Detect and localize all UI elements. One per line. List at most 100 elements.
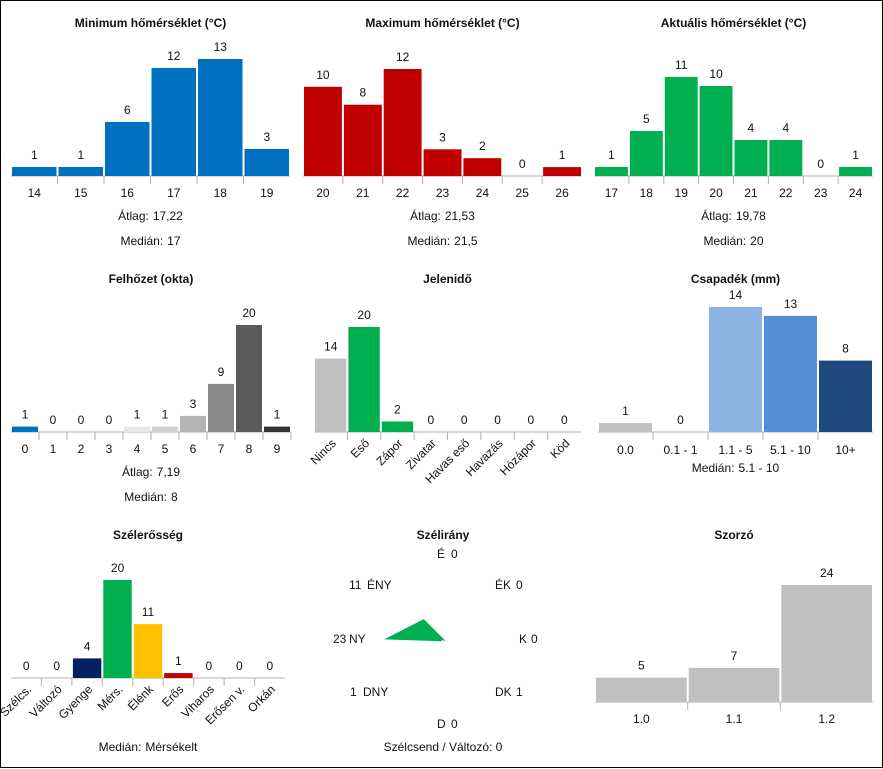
tick-label: 17 <box>605 186 619 200</box>
tick-label: 1.1 <box>726 712 743 726</box>
tick-label: 1.0 <box>633 712 650 726</box>
bar <box>103 580 132 678</box>
data-label: 0 <box>50 413 57 427</box>
stat-value: 21,53 <box>445 209 475 223</box>
data-label: 0 <box>528 413 535 427</box>
direction-value: 1 <box>516 685 523 699</box>
stat-label: Medián: <box>99 740 142 754</box>
direction-value: 23 <box>333 632 347 646</box>
stat-value: 8 <box>171 490 178 504</box>
data-label: 0 <box>106 413 113 427</box>
tick-label: Élénk <box>124 681 157 714</box>
data-label: 4 <box>748 121 755 135</box>
direction-label: DK <box>495 685 512 699</box>
tick-label: Havazás <box>463 436 506 479</box>
bar <box>315 358 347 432</box>
data-label: 0 <box>817 157 824 171</box>
data-label: 0 <box>78 413 85 427</box>
tick-label: 25 <box>516 186 530 200</box>
bar <box>180 415 206 432</box>
data-label: 5 <box>638 659 645 673</box>
bar <box>208 383 234 432</box>
wind-rose-area <box>384 619 446 642</box>
chart-title: Szélirány <box>417 528 470 542</box>
tick-label: 9 <box>274 442 281 456</box>
data-label: 14 <box>729 288 743 302</box>
tick-label: Erős <box>159 682 186 709</box>
tick-label: 22 <box>396 186 410 200</box>
bar <box>383 69 422 176</box>
tick-label: 4 <box>134 442 141 456</box>
bar <box>198 59 243 176</box>
stat-label: Átlag: <box>118 208 149 223</box>
chart-4: Jelenidő14Nincs20Eső2Zápor0Zivatar0Havas… <box>308 272 581 486</box>
stat-label: Medián: <box>703 234 746 248</box>
data-label: 0 <box>266 659 273 673</box>
tick-label: Köd <box>547 436 572 461</box>
bar <box>152 426 178 432</box>
tick-label: 23 <box>814 186 828 200</box>
stat-line: Átlag: 7,19 <box>122 464 180 479</box>
data-label: 11 <box>142 605 155 619</box>
tick-label: 19 <box>260 186 274 200</box>
data-label: 2 <box>479 139 486 153</box>
tick-label: 26 <box>555 186 569 200</box>
direction-value: 0 <box>531 632 538 646</box>
stat-label: Medián: <box>124 490 167 504</box>
stat-line: Medián: 5.1 - 10 <box>692 461 780 475</box>
data-label: 1 <box>608 148 615 162</box>
stat-value: 17,22 <box>153 209 183 223</box>
chart-title: Csapadék (mm) <box>691 272 780 286</box>
data-label: 2 <box>394 403 401 417</box>
direction-value: 11 <box>349 578 362 592</box>
tick-label: 0.1 - 1 <box>663 443 697 457</box>
tick-label: 0 <box>22 442 29 456</box>
chart-title: Aktuális hőmérséklet (°C) <box>661 16 807 30</box>
direction-label: ÉK <box>495 577 511 592</box>
direction-label: D <box>437 717 446 731</box>
direction-label: ÉNY <box>367 577 392 592</box>
bar <box>381 421 414 432</box>
bar <box>343 104 382 176</box>
data-label: 1 <box>274 408 281 422</box>
data-label: 1 <box>852 148 859 162</box>
bar <box>133 624 163 678</box>
direction-value: 1 <box>350 685 357 699</box>
stat-value: 17 <box>167 234 181 248</box>
bar <box>264 426 290 432</box>
bar <box>12 167 57 176</box>
data-label: 4 <box>84 639 91 653</box>
tick-label: Hózápor <box>497 436 539 478</box>
chart-2: Aktuális hőmérséklet (°C)117518111910204… <box>594 16 873 248</box>
tick-label: Gyenge <box>56 682 96 722</box>
data-label: 0 <box>494 413 501 427</box>
bar <box>304 86 342 176</box>
stat-value: 5.1 - 10 <box>739 461 780 475</box>
data-label: 1 <box>559 148 566 162</box>
bar <box>709 307 762 432</box>
tick-label: 20 <box>709 186 723 200</box>
data-label: 20 <box>357 308 371 322</box>
direction-value: 0 <box>451 547 458 561</box>
data-label: 4 <box>782 121 789 135</box>
stat-label: Átlag: <box>122 464 153 479</box>
chart-title: Szorzó <box>714 528 753 542</box>
stat-value: Mérsékelt <box>145 740 198 754</box>
tick-label: Zápor <box>373 436 405 468</box>
tick-label: 19 <box>675 186 689 200</box>
data-label: 12 <box>167 49 181 63</box>
chart-title: Maximum hőmérséklet (°C) <box>365 16 519 30</box>
tick-label: 16 <box>121 186 135 200</box>
tick-label: 14 <box>28 186 42 200</box>
data-label: 20 <box>242 306 256 320</box>
chart-0: Minimum hőmérséklet (°C) 1 14 1 15 6 16 12 17 13 1… <box>11 16 290 248</box>
bar <box>105 122 150 176</box>
tick-label: 18 <box>640 186 654 200</box>
tick-label: 17 <box>167 186 181 200</box>
bar <box>543 167 581 176</box>
bar <box>463 158 502 176</box>
stat-value: 19,78 <box>736 209 766 223</box>
tick-label: 8 <box>246 442 253 456</box>
data-label: 1 <box>31 148 38 162</box>
data-label: 8 <box>359 86 366 100</box>
